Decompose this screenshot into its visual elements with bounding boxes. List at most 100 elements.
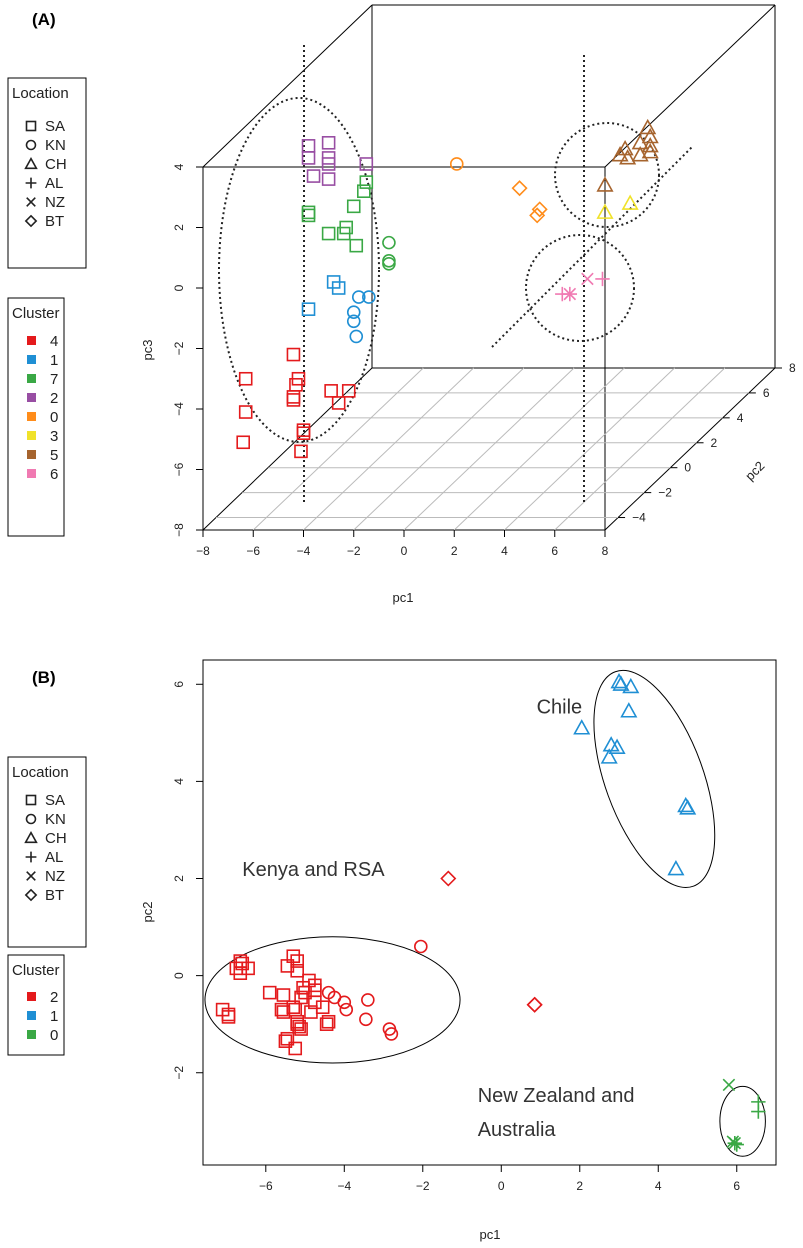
panel-a-z-axis-title: pc3 <box>140 340 155 361</box>
legend-label-al: AL <box>45 175 63 192</box>
legend-marker-cross <box>26 871 36 881</box>
panel-a-location-legend-title: Location <box>12 85 69 102</box>
panel-a-x-axis-title: pc1 <box>393 590 414 605</box>
data-point-sa <box>262 985 277 1000</box>
data-point-sa <box>238 405 253 419</box>
annotation-label: New Zealand and <box>478 1085 635 1107</box>
panel-a-3d-box <box>202 4 776 531</box>
data-point-ch <box>641 127 659 144</box>
data-point-sa <box>359 157 374 171</box>
data-point-sa <box>290 1017 304 1031</box>
z-tick-label: −8 <box>172 523 186 537</box>
panel-a-legends: Location SA KN CH AL NZ BT Cluster 4 1 7 2 0 3 5 6 <box>7 77 87 537</box>
data-point-ch <box>573 719 591 735</box>
z-tick-label: −6 <box>172 462 186 476</box>
data-point-kn <box>414 939 428 954</box>
panel-b-x-axis-title: pc1 <box>480 1227 501 1242</box>
data-point-sa <box>290 963 304 978</box>
data-point-sa <box>346 199 361 214</box>
panel-b: (B) Location SA KN CH AL NZ BT Cluster 2 1 0 −6… <box>7 659 777 1242</box>
legend-label-sa: SA <box>45 792 65 809</box>
data-point-sa <box>321 136 336 150</box>
legend-swatch-cluster-6 <box>27 469 36 478</box>
x-tick-label: −6 <box>259 1179 273 1193</box>
legend-label-al: AL <box>45 849 63 866</box>
data-point-kn <box>351 290 366 304</box>
data-point-sa <box>339 220 354 235</box>
data-point-kn <box>339 1002 354 1017</box>
legend-label-ch: CH <box>45 830 67 847</box>
floor-grid-line <box>453 367 625 531</box>
legend-label-bt: BT <box>45 213 64 230</box>
legend-swatch-cluster-2 <box>27 992 36 1001</box>
data-point-sa <box>349 238 364 253</box>
data-point-kn <box>382 253 396 268</box>
legend-label-kn: KN <box>45 811 66 828</box>
data-point-sa <box>290 954 304 968</box>
data-point-sa <box>321 1014 336 1029</box>
legend-label-cluster-4: 4 <box>50 333 58 350</box>
data-point-sa <box>286 390 301 404</box>
y-tick-label: 0 <box>684 461 691 475</box>
data-point-kn <box>449 157 464 171</box>
data-point-kn <box>382 235 396 250</box>
data-point-sa <box>304 1005 318 1019</box>
legend-label-cluster-7: 7 <box>50 371 58 388</box>
y-tick-label: −2 <box>658 486 672 500</box>
annotation-label: Kenya and RSA <box>242 859 385 881</box>
panel-a-cluster-legend-title: Cluster <box>12 305 60 322</box>
x-tick-label: 6 <box>733 1179 740 1193</box>
data-point-sa <box>298 985 312 1000</box>
legend-marker-circle <box>25 139 37 151</box>
legend-swatch-cluster-4 <box>27 336 36 345</box>
data-point-sa <box>331 396 346 410</box>
data-point-al <box>595 271 610 287</box>
data-point-ch <box>600 748 618 764</box>
data-point-ch <box>622 677 640 694</box>
data-point-sa <box>280 959 295 973</box>
panel-a: (A) Location SA KN CH AL NZ BT Cluster 4 1 7 2 0 3… <box>7 4 796 605</box>
data-point-kn <box>362 290 376 304</box>
legend-marker-triangle <box>24 156 38 170</box>
panel-b-cluster-legend-box <box>7 954 65 1056</box>
data-point-nz <box>722 1078 736 1092</box>
data-point-sa <box>238 371 253 386</box>
y-tick-label: −4 <box>632 511 646 525</box>
data-point-ch <box>641 143 659 159</box>
y-tick-label: 6 <box>763 386 770 400</box>
data-point-ch <box>596 203 614 219</box>
legend-marker-cross <box>26 197 36 207</box>
panel-a-floor-grid <box>216 367 749 531</box>
legend-label-cluster-2: 2 <box>50 390 58 407</box>
legend-swatch-cluster-1 <box>27 355 36 364</box>
panel-a-cluster-legend-box <box>7 297 65 537</box>
annotation-label: Chile <box>537 696 583 718</box>
x-tick-label: 2 <box>451 544 458 558</box>
dotted-cluster-circle <box>554 122 660 228</box>
data-point-ch <box>621 194 639 210</box>
x-tick-label: 2 <box>576 1179 583 1193</box>
data-point-nz <box>563 287 577 301</box>
data-point-ch <box>611 146 629 162</box>
data-point-sa <box>233 966 248 980</box>
data-point-ch <box>667 859 685 876</box>
data-point-al <box>555 286 570 302</box>
panel-b-cluster-legend-title: Cluster <box>12 962 60 979</box>
x-tick-label: 4 <box>655 1179 662 1193</box>
z-tick-label: 4 <box>172 163 186 170</box>
panel-b-location-legend-title: Location <box>12 764 69 781</box>
legend-swatch-cluster-7 <box>27 374 36 383</box>
legend-label-cluster-6: 6 <box>50 466 58 483</box>
legend-label-nz: NZ <box>45 194 65 211</box>
data-point-sa <box>296 980 310 995</box>
data-point-sa <box>221 1010 236 1024</box>
y-tick-label: 4 <box>737 411 744 425</box>
y-tick-label: 8 <box>789 361 796 375</box>
legend-marker-circle <box>25 813 37 825</box>
x-tick-label: −2 <box>416 1179 430 1193</box>
box-edge <box>202 4 373 168</box>
data-point-nz <box>581 272 594 286</box>
dotted-cluster-ellipse <box>218 97 380 443</box>
y-tick-label: 0 <box>172 972 186 979</box>
box-edge <box>202 367 373 531</box>
